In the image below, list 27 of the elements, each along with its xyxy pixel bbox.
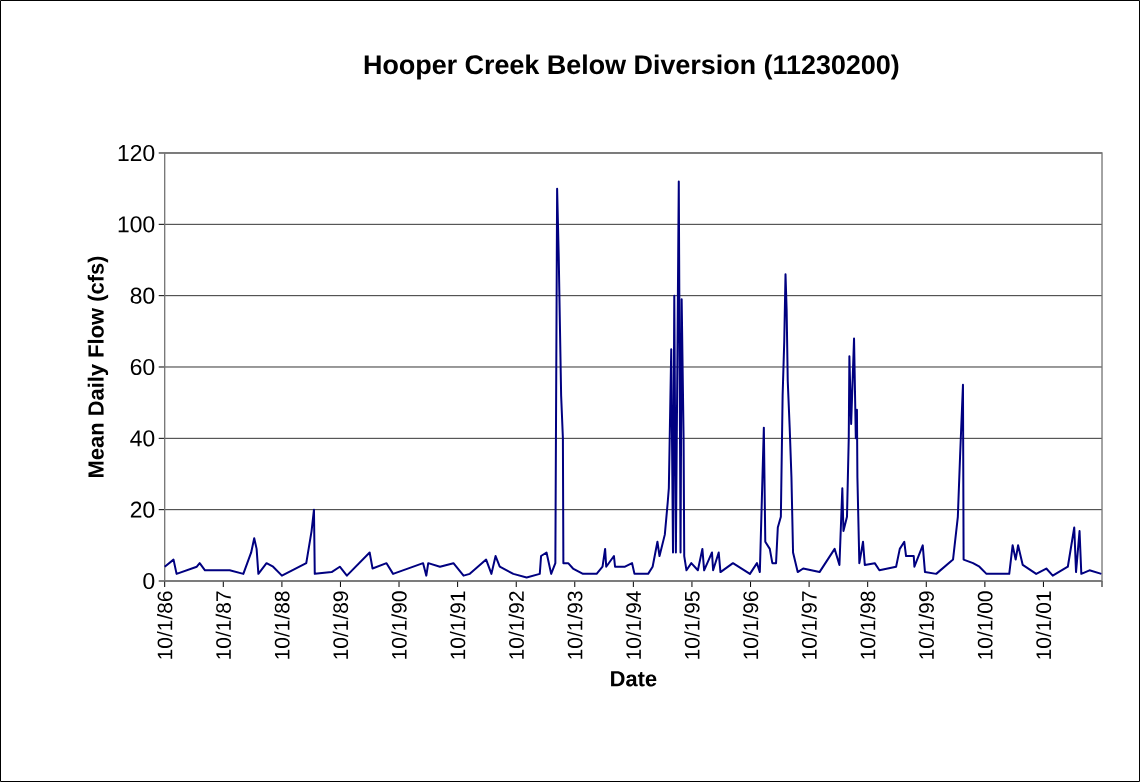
x-tick-label: 10/1/96 — [742, 591, 759, 659]
line-series — [163, 180, 1103, 579]
x-tick-label: 10/1/99 — [918, 591, 934, 659]
x-tick-label: 10/1/86 — [157, 591, 173, 659]
y-tick-label: 20 — [130, 501, 155, 518]
y-tick-label: 120 — [118, 144, 155, 162]
x-tick-label: 10/1/87 — [215, 591, 231, 659]
x-tick-label: 10/1/94 — [625, 591, 642, 659]
x-tick-label: 10/1/98 — [860, 591, 876, 659]
x-axis-title: Date — [611, 671, 657, 687]
x-tick-label: 10/1/91 — [449, 591, 466, 659]
chart-title: Hooper Creek Below Diversion (11230200) — [364, 54, 899, 80]
y-axis-title: Mean Daily Flow (cfs) — [87, 256, 109, 477]
x-tick-label: 10/1/01 — [1035, 591, 1052, 659]
y-tick-label: 100 — [118, 216, 155, 233]
x-tick-label: 10/1/88 — [274, 591, 290, 659]
x-tick-label: 10/1/89 — [332, 591, 349, 659]
y-tick-label: 40 — [130, 430, 155, 447]
x-tick-label: 10/1/97 — [801, 591, 817, 659]
x-tick-label: 10/1/95 — [684, 591, 700, 659]
x-tick-label: 10/1/00 — [977, 591, 993, 659]
x-tick-label: 10/1/90 — [391, 591, 407, 659]
x-tick-label: 10/1/92 — [508, 591, 524, 659]
y-tick-label: 60 — [130, 358, 155, 376]
y-tick-label: 0 — [143, 572, 155, 590]
x-tick-label: 10/1/93 — [567, 591, 583, 659]
y-tick-label: 80 — [130, 287, 155, 304]
